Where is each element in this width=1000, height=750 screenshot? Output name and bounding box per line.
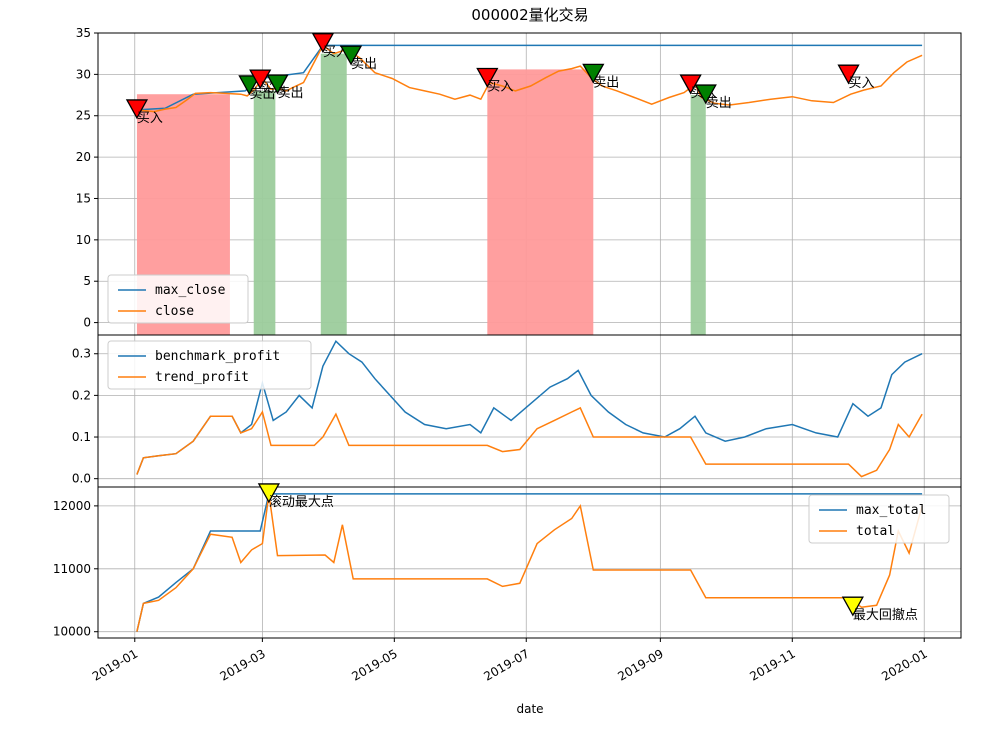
signal-marker	[311, 33, 335, 54]
plot-area	[136, 493, 923, 632]
axes-frame	[97, 486, 962, 639]
x-tick-label: 2019-09	[615, 646, 665, 683]
y-tick-label: 12000	[53, 499, 91, 513]
signal-label: 卖出	[278, 86, 304, 101]
x-tick-label: 2019-05	[349, 646, 399, 683]
legend-label: total	[856, 524, 895, 539]
y-tick-label: 20	[76, 150, 91, 164]
y-tick-label: 30	[76, 67, 91, 81]
y-tick-label: 0.2	[72, 388, 91, 402]
signal-label: 卖出	[249, 87, 275, 102]
signal-marker	[125, 99, 149, 120]
x-tick-label: 2019-01	[90, 646, 140, 683]
signal-label: 买入	[137, 111, 163, 126]
legend-profit: benchmark_profit trend_profit	[107, 340, 312, 390]
signal-marker	[841, 596, 864, 617]
sell-hold-band	[253, 90, 276, 335]
legend-label: trend_profit	[155, 370, 249, 385]
legend-label: close	[155, 304, 194, 319]
x-tick-label: 2019-07	[481, 646, 531, 683]
y-tick-label: 25	[76, 109, 91, 123]
buy-hold-band	[487, 69, 594, 335]
signal-marker	[339, 45, 363, 66]
x-tick-label: 2020-01	[879, 646, 929, 683]
signal-label: 最大回撤点	[853, 607, 918, 623]
y-tick-label: 0.0	[72, 472, 91, 486]
series-line-trend_profit	[136, 406, 923, 478]
x-tick-label: 2019-11	[747, 646, 797, 683]
y-tick-label: 10	[76, 233, 91, 247]
panel-profit: 0.0 0.1 0.2 0.3 benchmark_profit trend_profit	[72, 334, 962, 488]
series-line-benchmark_profit	[136, 339, 923, 475]
series-line-close	[136, 44, 923, 113]
x-axis-label: date	[516, 702, 543, 716]
y-tick-label: 0	[83, 316, 91, 330]
signal-label: 卖出	[351, 57, 377, 72]
signal-marker	[582, 63, 605, 84]
signal-marker	[679, 74, 702, 95]
y-tick-label: 35	[76, 26, 91, 40]
signal-label: 买入	[849, 76, 875, 91]
signal-label: 卖出	[706, 96, 732, 111]
y-tick-label: 0.3	[72, 347, 91, 361]
legend-label: benchmark_profit	[155, 349, 280, 364]
plot-area	[136, 339, 923, 478]
signal-label: 滚动最大点	[269, 494, 334, 510]
legend-box	[107, 340, 312, 390]
sell-hold-band	[690, 95, 706, 335]
legend-label: max_close	[155, 283, 226, 298]
signal-marker	[694, 84, 717, 105]
signal-marker	[249, 69, 272, 90]
chart-title: 000002量化交易	[471, 6, 588, 24]
signal-marker	[476, 67, 499, 88]
legend-label: max_total	[856, 503, 926, 518]
y-tick-label: 5	[83, 274, 91, 288]
y-tick-label: 15	[76, 191, 91, 205]
signal-marker	[238, 75, 261, 96]
signal-marker	[837, 64, 860, 85]
sell-hold-band	[320, 53, 347, 335]
y-tick-label: 0.1	[72, 430, 91, 444]
signal-marker	[266, 74, 289, 95]
panel-price: 05101520253035买入卖出买入卖出买入卖出买入卖出买入卖出买入max_…	[76, 26, 962, 336]
x-tick-label: 2019-03	[217, 646, 267, 683]
series-line-total	[136, 493, 923, 632]
signal-label: 买入	[487, 80, 513, 95]
signal-marker	[257, 483, 280, 504]
plot-layer: 05101520253035买入卖出买入卖出买入卖出买入卖出买入卖出买入max_…	[53, 26, 962, 684]
y-tick-label: 10000	[53, 625, 91, 639]
y-tick-label: 11000	[53, 562, 91, 576]
signal-label: 卖出	[593, 75, 619, 90]
